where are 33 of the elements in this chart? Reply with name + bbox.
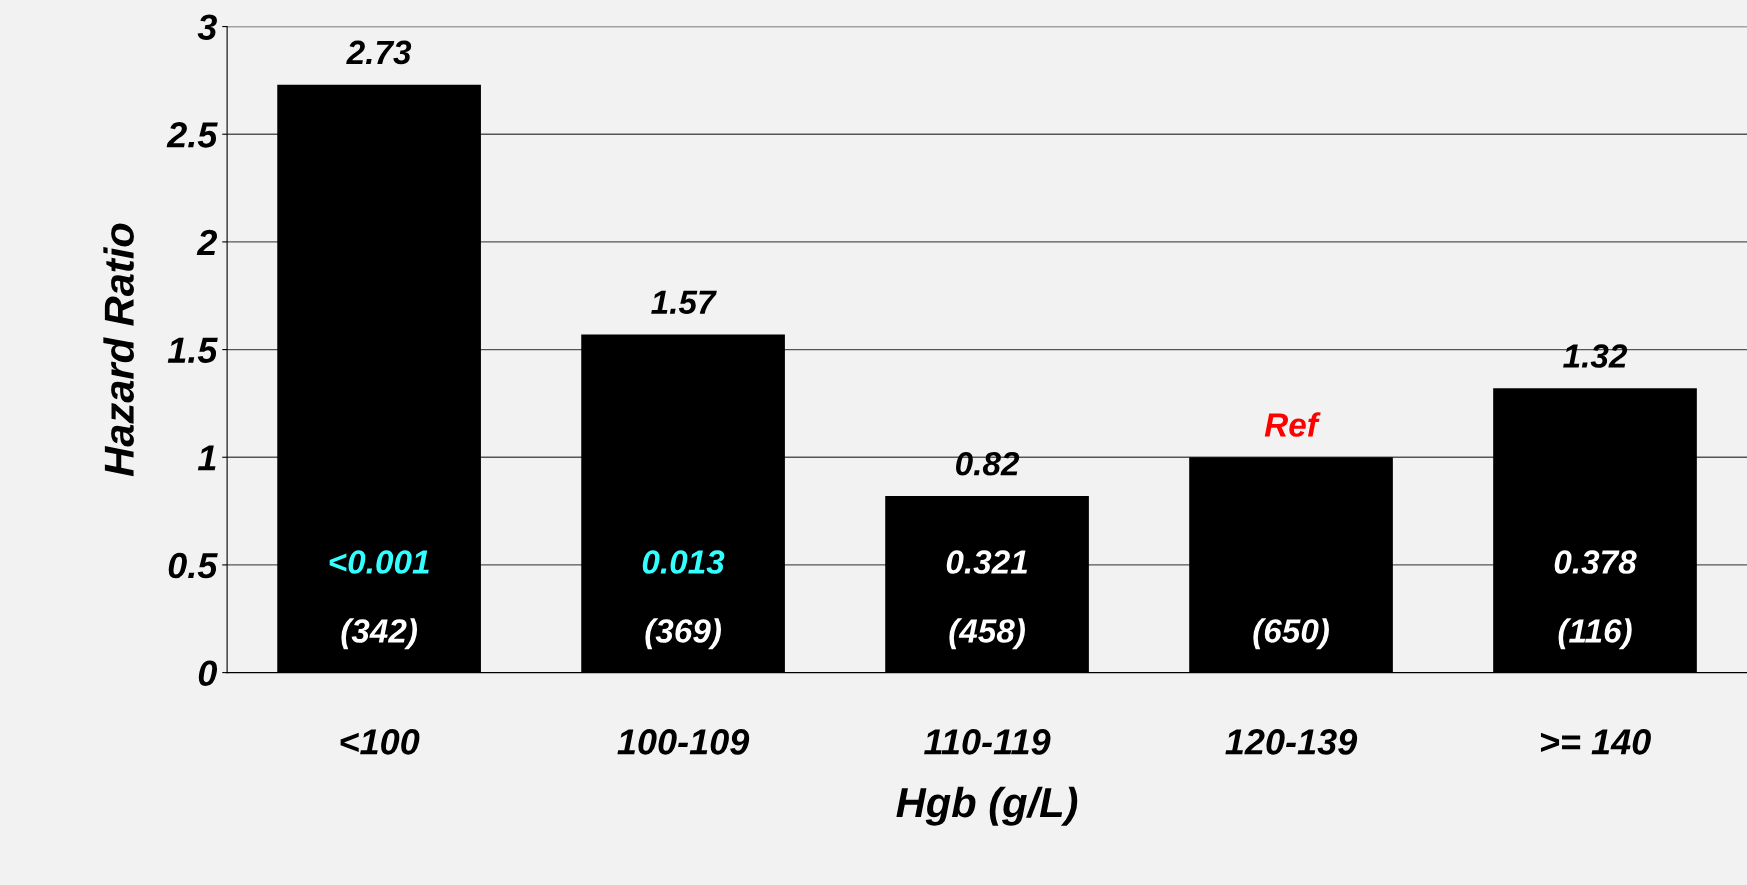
annotation: <0.001 (329, 550, 429, 574)
data-label: 0.82 (956, 451, 1020, 476)
y-axis-title: Hazard Ratio (103, 223, 134, 477)
annotation: 0.321 (946, 550, 1027, 574)
y-tick-label: 2.5 (166, 122, 218, 148)
bar (277, 84, 481, 673)
x-tick-label: >= 140 (1540, 729, 1651, 755)
x-tick-label: 100-109 (617, 729, 750, 755)
annotation: (650) (1253, 618, 1329, 650)
data-label: 1.32 (1563, 344, 1628, 368)
data-label: 2.73 (346, 40, 412, 65)
annotation: 0.378 (1554, 550, 1637, 574)
x-tick-label: 120-139 (1225, 729, 1358, 755)
annotation: 0.013 (642, 550, 725, 574)
y-tick-label: 3 (197, 14, 217, 40)
annotation: (369) (645, 618, 722, 650)
y-tick-label: 1 (197, 445, 216, 471)
data-label: 1.57 (651, 290, 717, 315)
y-tick-label: 1.5 (167, 337, 218, 364)
bar (1189, 457, 1393, 673)
annotation: Ref (1264, 412, 1321, 437)
annotation: (342) (341, 618, 418, 650)
y-tick-label: 0 (198, 660, 218, 687)
bar (1493, 388, 1697, 673)
y-tick-label: 2 (196, 229, 218, 255)
bar (581, 334, 785, 673)
x-tick-label: <100 (340, 729, 420, 755)
annotation: (458) (949, 618, 1025, 650)
bar (885, 496, 1089, 673)
annotation: (116) (1558, 618, 1632, 650)
y-tick-label: 0.5 (168, 552, 218, 579)
x-axis-title: Hgb (g/L) (896, 786, 1078, 826)
x-tick-label: 110-119 (924, 729, 1051, 755)
